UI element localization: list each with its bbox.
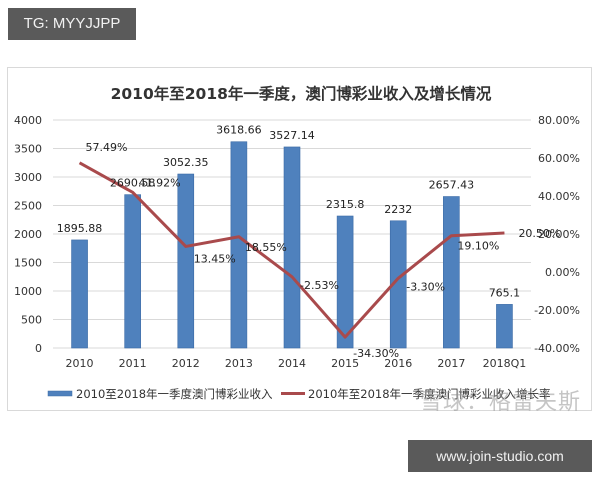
- y-tick-label: 3000: [14, 171, 42, 184]
- bar-series: [71, 141, 513, 349]
- bar: [443, 196, 460, 349]
- legend-line-label: 2010年至2018年一季度澳门博彩业收入增长率: [308, 387, 551, 401]
- x-tick-label: 2016: [384, 357, 412, 370]
- bar: [230, 141, 248, 349]
- bar-value-label: 3052.35: [163, 156, 209, 169]
- bar: [71, 239, 88, 349]
- y-tick-label: 3500: [14, 143, 42, 156]
- y-tick-label: 4000: [14, 114, 42, 127]
- x-tick-label: 2015: [331, 357, 359, 370]
- bar-value-label: 2232: [384, 203, 412, 216]
- y2-tick-label: 20.00%: [538, 228, 580, 241]
- y2-tick-label: -20.00%: [534, 304, 580, 317]
- legend-bar-label: 2010至2018年一季度澳门博彩业收入: [76, 387, 273, 401]
- y2-tick-label: 40.00%: [538, 190, 580, 203]
- x-tick-label: 2013: [225, 357, 253, 370]
- bar: [389, 220, 407, 349]
- line-value-label: 57.49%: [86, 141, 128, 154]
- y2-tick-label: 80.00%: [538, 114, 580, 127]
- line-value-label: -3.30%: [406, 280, 445, 293]
- y2-tick-label: 0.00%: [545, 266, 580, 279]
- chart-frame: 2010年至2018年一季度，澳门博彩业收入及增长情况 0 500 1000 1500…: [7, 67, 592, 411]
- y-tick-label: 1000: [14, 285, 42, 298]
- line-value-label: -2.53%: [300, 279, 339, 292]
- y-tick-label: 0: [35, 342, 42, 355]
- legend-line-swatch: [281, 392, 305, 395]
- y-tick-label: 2000: [14, 228, 42, 241]
- legend[interactable]: 2010至2018年一季度澳门博彩业收入 2010年至2018年一季度澳门博彩业…: [47, 387, 551, 401]
- x-tick-label: 2012: [172, 357, 200, 370]
- bar: [177, 173, 195, 349]
- chart-title: 2010年至2018年一季度，澳门博彩业收入及增长情况: [111, 84, 492, 103]
- y-tick-label: 2500: [14, 200, 42, 213]
- x-tick-label: 2014: [278, 357, 306, 370]
- x-tick-label: 2018Q1: [483, 357, 527, 370]
- bar-value-label: 2690.58: [110, 177, 156, 190]
- bar: [496, 304, 513, 349]
- growth-line: [78, 161, 505, 339]
- bar-value-label: 2315.8: [326, 198, 365, 211]
- x-axis: 2010 2011 2012 2013 2014 2015 2016 2017 2018Q1: [66, 357, 527, 370]
- top-tag: TG: MYYJJPP: [8, 8, 136, 40]
- line-value-label: 19.10%: [457, 240, 499, 253]
- bar-data-labels: 1895.88 2690.58 3052.35 3618.66 3527.14 2315.…: [57, 124, 520, 300]
- x-tick-label: 2011: [119, 357, 147, 370]
- bar-value-label: 3527.14: [269, 129, 315, 142]
- x-tick-label: 2017: [437, 357, 465, 370]
- y-tick-label: 1500: [14, 257, 42, 270]
- chart-canvas: 2010年至2018年一季度，澳门博彩业收入及增长情况 0 500 1000 1500…: [14, 84, 580, 401]
- legend-bar-swatch: [47, 390, 73, 397]
- bar: [283, 146, 301, 349]
- y2-tick-label: 60.00%: [538, 152, 580, 165]
- bar: [336, 215, 354, 349]
- line-value-label: 18.55%: [245, 241, 287, 254]
- line-value-label: 13.45%: [194, 252, 236, 265]
- line-series: [78, 161, 505, 339]
- x-tick-label: 2010: [66, 357, 94, 370]
- bar-value-label: 1895.88: [57, 222, 103, 235]
- watermark: 雪球：格雷夫斯: [420, 390, 582, 415]
- line-value-label: -34.30%: [353, 347, 399, 360]
- bottom-tag: www.join-studio.com: [408, 440, 592, 472]
- bar-value-label: 3618.66: [216, 124, 262, 137]
- line-value-label: 41.92%: [139, 176, 181, 189]
- line-data-labels: 57.49% 41.92% 13.45% 18.55% -2.53% -34.30% -3.…: [86, 141, 561, 360]
- y-axis-left: 0 500 1000 1500 2000 2500 3000 3500 4000: [14, 114, 42, 355]
- y-axis-right: -40.00% -20.00% 0.00% 20.00% 40.00% 60.00% 80.…: [534, 114, 580, 355]
- line-value-label: 20.50%: [518, 227, 560, 240]
- bar: [124, 194, 141, 349]
- bar-value-label: 765.1: [489, 286, 521, 299]
- y2-tick-label: -40.00%: [534, 342, 580, 355]
- bar-value-label: 2657.43: [429, 179, 475, 192]
- y-tick-label: 500: [21, 314, 42, 327]
